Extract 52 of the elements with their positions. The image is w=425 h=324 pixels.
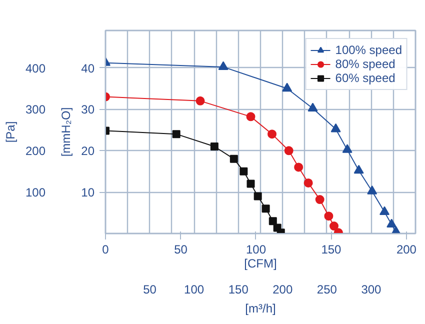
y2-tick-label: 30 xyxy=(81,102,95,117)
x-tick-label: 150 xyxy=(228,282,249,296)
x-tick-label: 200 xyxy=(272,282,293,296)
legend-label: 60% speed xyxy=(335,71,396,85)
legend-label: 80% speed xyxy=(335,57,396,71)
x2-tick-label: 200 xyxy=(396,242,417,256)
y2-tick-label: 20 xyxy=(81,144,95,158)
x2-tick-label: 50 xyxy=(174,242,188,256)
point xyxy=(210,142,218,150)
point xyxy=(268,217,277,226)
point xyxy=(246,180,255,188)
x-tick-label: 50 xyxy=(143,282,157,296)
point xyxy=(268,130,277,139)
point xyxy=(240,167,248,176)
y-tick-label: 300 xyxy=(25,102,46,117)
point xyxy=(172,130,180,138)
y2-tick-label: 40 xyxy=(81,61,95,76)
point xyxy=(354,164,364,174)
point xyxy=(386,218,397,228)
y2-axis-title: [mmH₂O] xyxy=(59,107,74,157)
point xyxy=(262,204,270,213)
y-tick-label: 400 xyxy=(25,61,46,76)
point xyxy=(284,146,294,156)
point xyxy=(380,206,390,216)
point xyxy=(246,112,256,122)
point xyxy=(196,96,205,106)
x2-tick-label: 100 xyxy=(246,242,266,256)
point xyxy=(254,192,262,200)
point xyxy=(282,82,292,92)
point xyxy=(230,154,238,163)
y-tick-label: 200 xyxy=(25,144,46,158)
x2-tick-label: 0 xyxy=(102,242,110,256)
y-axis-title: [Pa] xyxy=(3,121,18,143)
point xyxy=(330,222,339,231)
point xyxy=(324,212,334,221)
point xyxy=(330,123,341,132)
point xyxy=(308,102,318,112)
point xyxy=(294,162,304,172)
point xyxy=(367,186,378,194)
point xyxy=(342,144,352,153)
x-tick-label: 250 xyxy=(316,282,338,296)
y-tick-label: 100 xyxy=(25,186,46,200)
point xyxy=(218,61,228,70)
legend-label: 100% speed xyxy=(335,43,402,57)
x-axis-title: [m³/h] xyxy=(245,302,276,316)
x-tick-label: 100 xyxy=(184,282,204,296)
y2-tick-label: 10 xyxy=(81,186,95,200)
x2-axis-title: [CFM] xyxy=(244,256,277,270)
x-tick-label: 300 xyxy=(361,282,382,296)
x2-tick-label: 150 xyxy=(321,242,342,256)
point xyxy=(315,195,324,204)
point xyxy=(304,178,313,188)
